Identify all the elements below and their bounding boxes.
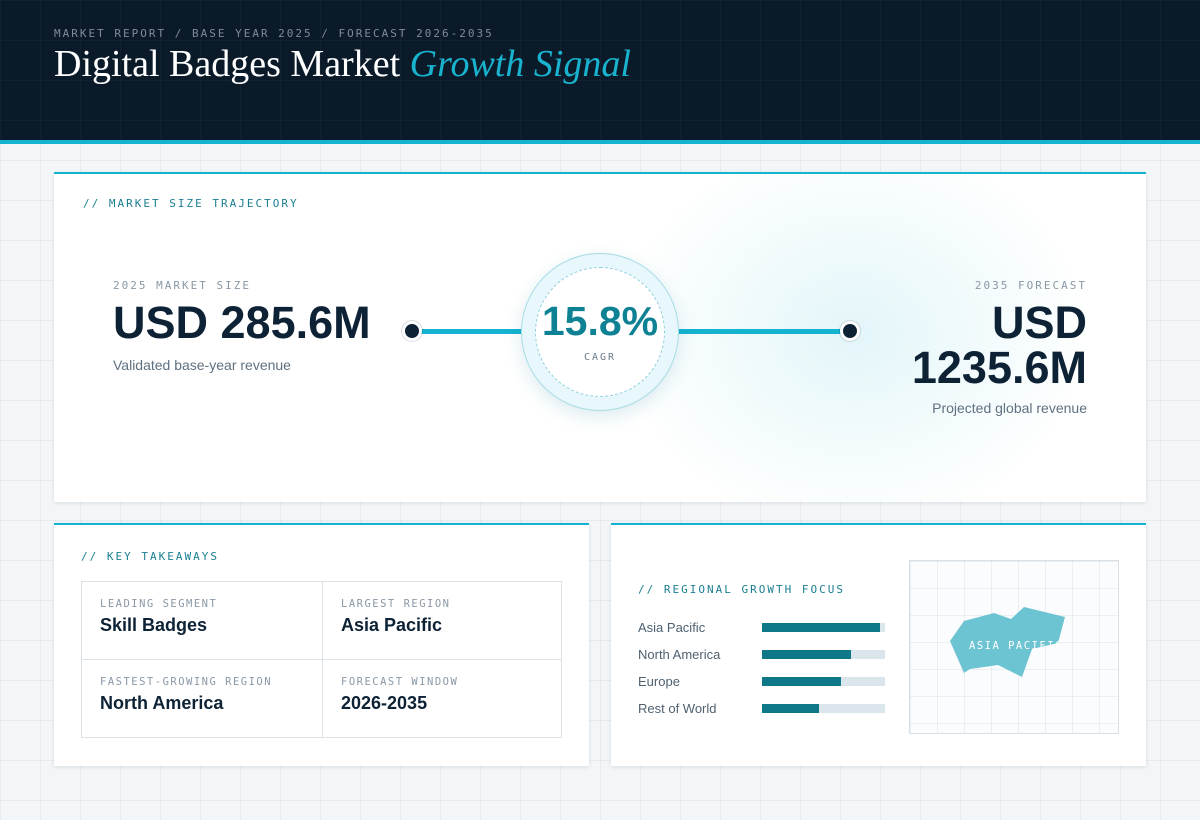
section-label: // KEY TAKEAWAYS bbox=[81, 550, 219, 563]
asia-pacific-map-icon bbox=[950, 607, 1065, 677]
key-takeaways-card: // KEY TAKEAWAYS LEADING SEGMENT Skill B… bbox=[54, 523, 589, 766]
region-bar-fill bbox=[762, 623, 881, 632]
start-marker bbox=[402, 321, 422, 341]
section-label: // REGIONAL GROWTH FOCUS bbox=[638, 583, 845, 596]
kpi-caption: Projected global revenue bbox=[932, 400, 1087, 416]
takeaway-largest-region: LARGEST REGION Asia Pacific bbox=[322, 582, 561, 659]
regional-bars: Asia Pacific North America Europe Rest of W… bbox=[638, 614, 886, 722]
cagr-label: CAGR bbox=[583, 352, 617, 363]
kpi-label: 2025 MARKET SIZE bbox=[113, 279, 251, 292]
cagr-value: 15.8% bbox=[541, 298, 659, 344]
takeaway-label: FASTEST-GROWING REGION bbox=[100, 676, 273, 688]
region-bar-fill bbox=[762, 704, 819, 713]
region-name: Rest of World bbox=[638, 701, 717, 716]
kpi-value: USD 285.6M bbox=[113, 297, 371, 348]
takeaway-value: North America bbox=[100, 693, 224, 713]
kpi-label: 2035 FORECAST bbox=[974, 279, 1087, 292]
cagr-inner-ring: 15.8% CAGR bbox=[535, 267, 665, 397]
takeaway-label: LEADING SEGMENT bbox=[100, 598, 218, 610]
takeaways-grid: LEADING SEGMENT Skill Badges LARGEST REG… bbox=[81, 581, 562, 738]
takeaway-fastest-region: FASTEST-GROWING REGION North America bbox=[82, 659, 322, 737]
base-year-kpi: 2025 MARKET SIZE USD 285.6M Validated ba… bbox=[113, 279, 371, 373]
page-title-accent: Growth Signal bbox=[409, 43, 631, 85]
region-bar-fill bbox=[762, 650, 851, 659]
takeaway-label: FORECAST WINDOW bbox=[341, 676, 459, 688]
kpi-value-line1: USD bbox=[991, 297, 1087, 348]
takeaway-forecast-window: FORECAST WINDOW 2026-2035 bbox=[322, 659, 561, 737]
region-map: ASIA PACIFIC bbox=[909, 560, 1119, 734]
section-label: // MARKET SIZE TRAJECTORY bbox=[83, 197, 299, 210]
report-header: MARKET REPORT / BASE YEAR 2025 / FORECAS… bbox=[0, 0, 1200, 144]
page-title-main: Digital Badges Market bbox=[54, 43, 410, 85]
region-bar-row: Rest of World bbox=[638, 695, 886, 722]
page-title: Digital Badges Market Growth Signal bbox=[54, 42, 631, 86]
region-bar-row: North America bbox=[638, 641, 886, 668]
region-bar-track bbox=[762, 623, 885, 632]
map-region-label: ASIA PACIFIC bbox=[969, 640, 1063, 652]
takeaway-value: Skill Badges bbox=[100, 615, 208, 635]
takeaway-value: Asia Pacific bbox=[341, 615, 443, 635]
kpi-value-line2: 1235.6M bbox=[911, 342, 1087, 393]
region-bar-track bbox=[762, 677, 885, 686]
takeaway-value: 2026-2035 bbox=[341, 693, 428, 713]
regional-growth-card: // REGIONAL GROWTH FOCUS Asia Pacific Nor… bbox=[611, 523, 1146, 766]
takeaway-leading-segment: LEADING SEGMENT Skill Badges bbox=[82, 582, 322, 659]
end-marker bbox=[840, 321, 860, 341]
cagr-badge: 15.8% CAGR bbox=[521, 253, 679, 411]
region-name: North America bbox=[638, 647, 721, 662]
region-bar-track bbox=[762, 704, 885, 713]
takeaway-label: LARGEST REGION bbox=[341, 598, 451, 610]
kpi-value: USD 1235.6M bbox=[912, 300, 1087, 390]
region-name: Asia Pacific bbox=[638, 620, 706, 635]
forecast-kpi: 2035 FORECAST USD 1235.6M Projected glob… bbox=[912, 279, 1087, 416]
region-bar-track bbox=[762, 650, 885, 659]
kpi-caption: Validated base-year revenue bbox=[113, 357, 291, 373]
region-name: Europe bbox=[638, 674, 680, 689]
market-size-card: // MARKET SIZE TRAJECTORY 2025 MARKET SI… bbox=[54, 172, 1146, 502]
region-bar-row: Europe bbox=[638, 668, 886, 695]
breadcrumb: MARKET REPORT / BASE YEAR 2025 / FORECAS… bbox=[54, 27, 494, 40]
region-bar-row: Asia Pacific bbox=[638, 614, 886, 641]
region-bar-fill bbox=[762, 677, 841, 686]
